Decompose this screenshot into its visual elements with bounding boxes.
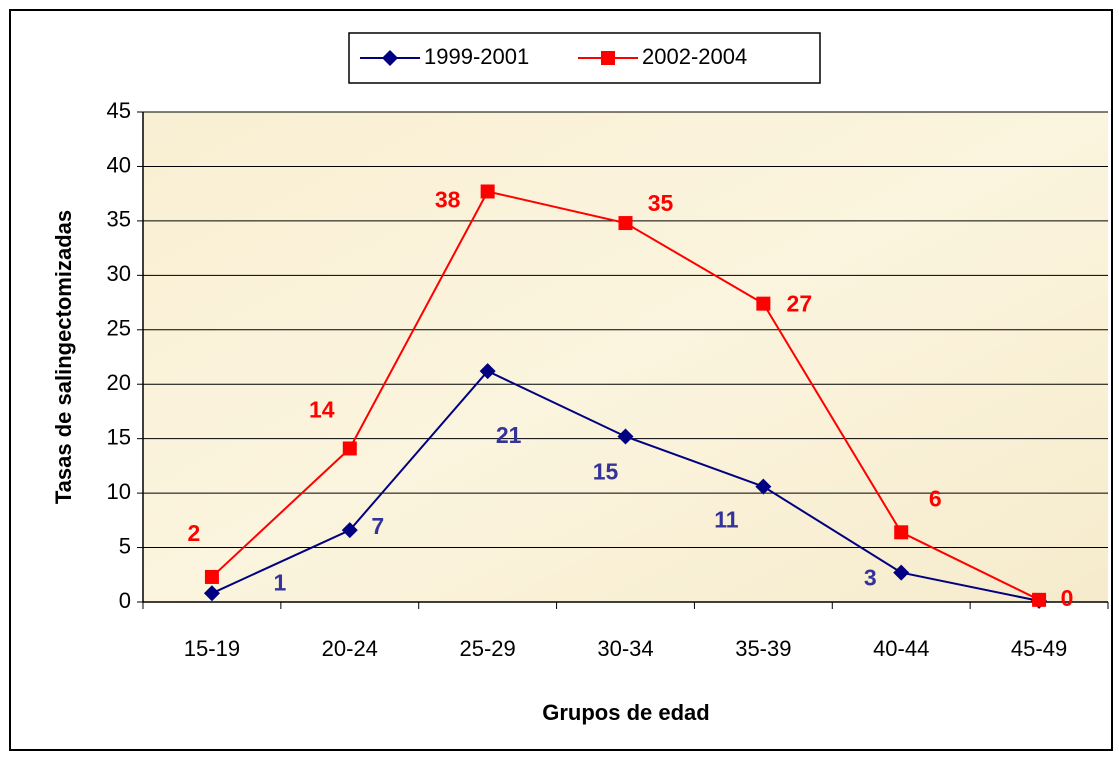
data-label: 2 — [188, 520, 201, 546]
data-label: 3 — [864, 565, 877, 591]
y-tick-label: 15 — [107, 424, 131, 449]
data-label: 38 — [435, 187, 461, 213]
x-tick-label: 20-24 — [322, 636, 378, 661]
x-tick-label: 15-19 — [184, 636, 240, 661]
y-tick-label: 5 — [119, 533, 131, 558]
data-point — [894, 525, 909, 540]
y-tick-label: 10 — [107, 479, 131, 504]
data-point — [756, 296, 771, 311]
x-tick-label: 45-49 — [1011, 636, 1067, 661]
y-tick-label: 40 — [107, 152, 131, 177]
x-tick-label: 40-44 — [873, 636, 929, 661]
data-label: 11 — [714, 507, 739, 533]
y-axis-title: Tasas de salingectomizadas — [51, 210, 76, 504]
data-point — [479, 363, 496, 380]
data-point — [480, 184, 495, 199]
y-tick-label: 45 — [107, 98, 131, 123]
y-tick-label: 35 — [107, 207, 131, 232]
legend-label: 2002-2004 — [642, 44, 747, 69]
x-axis-title: Grupos de edad — [542, 700, 709, 725]
data-point — [341, 522, 358, 539]
y-tick-label: 20 — [107, 370, 131, 395]
data-label: 35 — [648, 190, 674, 216]
x-tick-label: 30-34 — [597, 636, 653, 661]
data-label: 6 — [929, 485, 942, 511]
data-point — [342, 441, 357, 456]
data-label: 7 — [371, 513, 384, 539]
y-tick-label: 25 — [107, 316, 131, 341]
data-point — [617, 428, 634, 445]
x-tick-label: 25-29 — [460, 636, 516, 661]
data-point — [755, 478, 772, 495]
x-tick-label: 35-39 — [735, 636, 791, 661]
legend-label: 1999-2001 — [424, 44, 529, 69]
data-point — [1032, 592, 1047, 607]
data-point — [893, 564, 910, 581]
data-label: 14 — [309, 397, 335, 423]
y-tick-label: 30 — [107, 261, 131, 286]
data-point — [203, 585, 220, 602]
legend-marker — [382, 50, 398, 66]
data-label: 15 — [593, 459, 619, 485]
data-label: 21 — [496, 422, 522, 448]
legend-marker — [601, 51, 615, 65]
y-tick-label: 0 — [119, 588, 131, 613]
data-label: 0 — [1061, 585, 1074, 611]
data-point — [204, 569, 219, 584]
plot-area — [143, 112, 1108, 602]
data-label: 27 — [787, 291, 813, 317]
data-point — [618, 216, 633, 231]
data-label: 1 — [274, 569, 287, 595]
